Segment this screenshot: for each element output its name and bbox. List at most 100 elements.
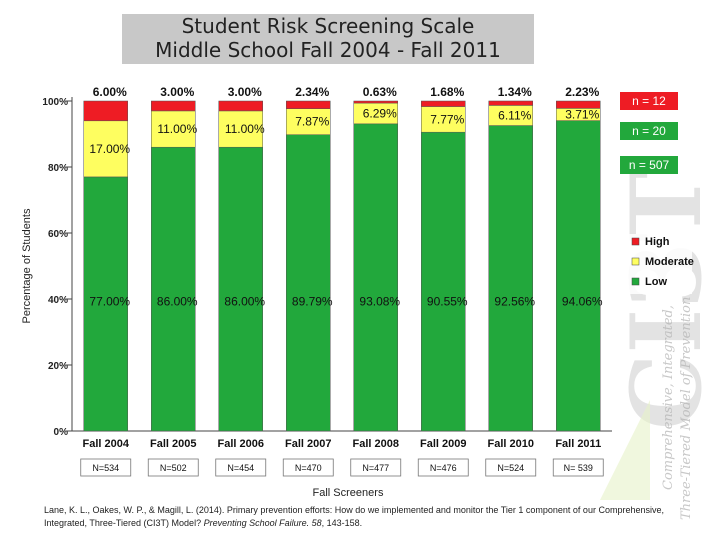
sample-size-box — [552, 458, 604, 477]
bar-segment-high — [556, 100, 601, 109]
citation-pages: , 143-158. — [321, 518, 363, 528]
bar-segment-moderate — [218, 110, 263, 148]
bar-segment-low — [556, 120, 601, 432]
data-label-high: 1.34% — [498, 85, 532, 99]
n-count-box — [620, 122, 678, 140]
x-category-label: Fall 2006 — [218, 438, 264, 450]
data-label-high: 3.00% — [228, 85, 262, 99]
data-label-low: 86.00% — [157, 295, 198, 309]
x-category-label: Fall 2007 — [285, 438, 331, 450]
sample-size-box — [80, 458, 132, 477]
bar-segment-moderate — [286, 108, 331, 135]
bar-segment-high — [83, 100, 128, 122]
data-label-moderate: 6.11% — [498, 108, 531, 122]
sample-size-box — [215, 458, 267, 477]
n-count-text: n = 507 — [629, 158, 670, 172]
chart-bars: 77.00% 17.00% 6.00% Fall 2004 N=534 86.00% 11.… — [80, 85, 604, 477]
sample-size-box — [417, 458, 469, 477]
data-label-low: 90.55% — [427, 295, 468, 309]
sample-size-label: N=502 — [160, 463, 187, 473]
y-tick-label: 0% — [54, 427, 69, 438]
bar-segment-moderate — [83, 120, 128, 178]
citation: Lane, K. L., Oakes, W. P., & Magill, L. … — [44, 504, 684, 530]
data-label-low: 94.06% — [562, 295, 603, 309]
x-category-label: Fall 2011 — [555, 438, 601, 450]
n-count-box — [620, 156, 678, 174]
sample-size-box — [147, 458, 199, 477]
legend-label: High — [645, 236, 670, 248]
sample-size-label: N= 539 — [564, 463, 593, 473]
sample-size-box — [282, 458, 334, 477]
legend-swatch — [631, 277, 640, 286]
data-label-low: 86.00% — [224, 295, 265, 309]
data-label-high: 0.63% — [363, 85, 397, 99]
x-category-label: Fall 2004 — [83, 438, 130, 450]
bar-segment-high — [353, 100, 398, 104]
chart-legend: High Moderate Low — [622, 234, 694, 294]
bar-segment-high — [218, 100, 263, 112]
x-category-label: Fall 2010 — [488, 438, 534, 450]
sample-size-box — [350, 458, 402, 477]
data-label-high: 2.34% — [295, 85, 329, 99]
watermark-tagline-1: Comprehensive, Integrated, — [661, 305, 676, 490]
data-label-moderate: 11.00% — [225, 122, 265, 136]
y-tick-label: 100% — [42, 97, 68, 108]
n-count-text: n = 20 — [632, 124, 666, 138]
bar-segment-low — [218, 146, 263, 432]
chart-title-line-1: Student Risk Screening Scale — [181, 14, 475, 38]
x-category-label: Fall 2008 — [353, 438, 399, 450]
bar-segment-high — [151, 100, 196, 112]
sample-size-label: N=470 — [295, 463, 322, 473]
chart-title-box: Student Risk Screening Scale Middle Scho… — [122, 14, 534, 64]
x-axis-title: Fall Screeners — [313, 487, 384, 499]
data-label-low: 89.79% — [292, 295, 333, 309]
y-tick-label: 60% — [48, 229, 68, 240]
bar-segment-moderate — [151, 110, 196, 148]
data-label-moderate: 7.77% — [430, 112, 464, 126]
data-label-low: 93.08% — [359, 295, 400, 309]
data-label-moderate: 3.71% — [565, 107, 599, 121]
bar-segment-high — [421, 100, 466, 107]
data-label-moderate: 7.87% — [295, 115, 329, 129]
citation-journal: Preventing School Failure. 58 — [203, 518, 322, 528]
x-category-label: Fall 2005 — [150, 438, 196, 450]
bar-segment-high — [286, 100, 331, 109]
sample-size-label: N=477 — [362, 463, 389, 473]
bar-segment-low — [151, 146, 196, 432]
y-tick-label: 20% — [48, 361, 68, 372]
sample-size-label: N=454 — [227, 463, 254, 473]
n-count-text: n = 12 — [632, 94, 666, 108]
watermark-tagline-2: Three-Tiered Model of Prevention — [679, 297, 694, 520]
y-axis-title: Percentage of Students — [21, 208, 33, 323]
n-count-labels: n = 12 n = 20 n = 507 — [620, 92, 678, 174]
y-tick-label: 80% — [48, 163, 68, 174]
legend-swatch — [631, 257, 640, 266]
chart-title-line-2: Middle School Fall 2004 - Fall 2011 — [155, 38, 501, 62]
bar-segment-low — [353, 123, 398, 432]
data-label-high: 6.00% — [93, 85, 127, 99]
data-label-high: 3.00% — [160, 85, 194, 99]
bar-segment-low — [421, 131, 466, 432]
citation-text: Lane, K. L., Oakes, W. P., & Magill, L. … — [44, 505, 664, 528]
y-tick-label: 40% — [48, 295, 68, 306]
legend-label: Low — [645, 276, 667, 288]
bar-segment-low — [286, 134, 331, 432]
sample-size-label: N=534 — [92, 463, 119, 473]
legend-swatch — [631, 237, 640, 246]
data-label-low: 92.56% — [494, 295, 535, 309]
watermark-triangle — [600, 400, 650, 500]
watermark-letters: CI3T — [610, 170, 720, 430]
bar-segment-low — [488, 125, 533, 432]
data-label-moderate: 17.00% — [89, 142, 130, 156]
data-label-low: 77.00% — [89, 295, 130, 309]
data-label-high: 2.23% — [565, 85, 599, 99]
data-label-moderate: 11.00% — [157, 122, 197, 136]
sample-size-box — [485, 458, 537, 477]
data-label-moderate: 6.29% — [363, 106, 397, 120]
n-count-box — [620, 92, 678, 110]
x-category-label: Fall 2009 — [420, 438, 466, 450]
data-label-high: 1.68% — [430, 85, 464, 99]
sample-size-label: N=476 — [430, 463, 457, 473]
